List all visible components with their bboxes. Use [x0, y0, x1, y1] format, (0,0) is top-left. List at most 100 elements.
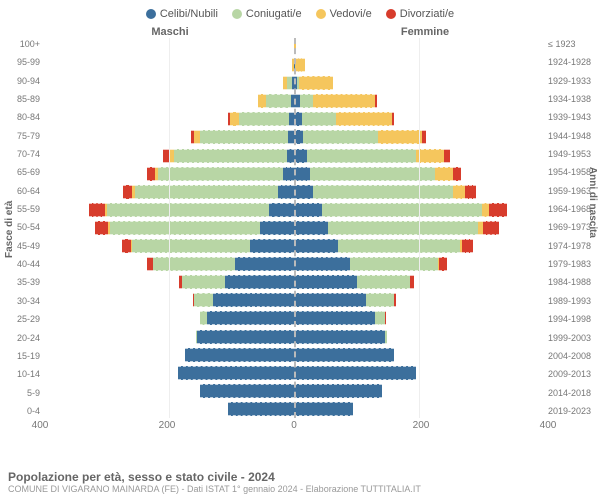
chart-subtitle: COMUNE DI VIGARANO MAINARDA (FE) - Dati …	[8, 484, 592, 494]
bar-segment	[294, 293, 366, 307]
bar-segment	[465, 185, 476, 199]
bar-segment	[310, 167, 435, 181]
bar-segment	[483, 221, 499, 235]
bar-segment	[239, 112, 289, 126]
age-label: 30-34	[0, 297, 40, 306]
bar-segment	[392, 112, 394, 126]
plot-area	[44, 38, 544, 418]
age-label: 60-64	[0, 187, 40, 196]
pyramid-chart: Fasce di età Anni di nascita 100+95-9990…	[0, 38, 600, 418]
birth-label: 1944-1948	[548, 132, 600, 141]
bar-segment	[258, 94, 266, 108]
legend-label: Celibi/Nubili	[160, 8, 218, 20]
bar-segment	[375, 311, 384, 325]
bar-segment	[378, 130, 422, 144]
bar-segment	[207, 311, 295, 325]
bar-segment	[110, 221, 260, 235]
bar-segment	[294, 366, 416, 380]
bar-segment	[385, 330, 387, 344]
legend-item: Coniugati/e	[232, 8, 302, 20]
bar-segment	[213, 293, 294, 307]
bar-segment	[394, 293, 396, 307]
bar-segment	[200, 384, 294, 398]
bar-segment	[482, 203, 490, 217]
bar-segment	[416, 149, 444, 163]
bar-segment	[228, 402, 294, 416]
bar-segment	[197, 330, 294, 344]
footer: Popolazione per età, sesso e stato civil…	[8, 470, 592, 494]
birth-label: 1989-1993	[548, 297, 600, 306]
x-tick: 200	[413, 420, 430, 431]
bar-segment	[313, 94, 376, 108]
legend-dot	[232, 9, 242, 19]
bar-segment	[294, 311, 375, 325]
bar-segment	[294, 239, 338, 253]
birth-label: 1924-1928	[548, 58, 600, 67]
bar-segment	[357, 275, 410, 289]
bar-segment	[225, 275, 294, 289]
legend-label: Vedovi/e	[330, 8, 372, 20]
bar-segment	[422, 130, 426, 144]
bar-segment	[322, 203, 481, 217]
bar-segment	[278, 185, 294, 199]
age-label: 40-44	[0, 260, 40, 269]
bar-segment	[123, 185, 132, 199]
age-label: 5-9	[0, 389, 40, 398]
age-label: 75-79	[0, 132, 40, 141]
legend-label: Divorziati/e	[400, 8, 454, 20]
bar-segment	[178, 366, 294, 380]
bar-segment	[366, 293, 394, 307]
bar-segment	[444, 149, 450, 163]
bar-segment	[294, 330, 385, 344]
bar-segment	[462, 239, 473, 253]
gender-headers: Maschi Femmine	[0, 26, 600, 38]
birth-label: 1934-1938	[548, 95, 600, 104]
center-line	[294, 38, 296, 418]
bar-segment	[287, 149, 295, 163]
bar-segment	[300, 94, 313, 108]
bar-segment	[439, 257, 447, 271]
bar-segment	[489, 203, 507, 217]
birth-label: 1984-1988	[548, 278, 600, 287]
bar-segment	[283, 167, 294, 181]
bar-segment	[107, 203, 270, 217]
birth-label: 1949-1953	[548, 150, 600, 159]
bar-segment	[350, 257, 438, 271]
legend-dot	[316, 9, 326, 19]
left-axis-title: Fasce di età	[4, 201, 15, 258]
age-label: 95-99	[0, 58, 40, 67]
legend: Celibi/Nubili Coniugati/e Vedovi/e Divorzia…	[0, 0, 600, 20]
right-axis-title: Anni di nascita	[587, 167, 598, 238]
male-header: Maschi	[0, 26, 300, 38]
bar-segment	[235, 257, 294, 271]
bar-segment	[294, 275, 357, 289]
bar-segment	[328, 221, 478, 235]
bar-segment	[453, 167, 461, 181]
birth-label: 2014-2018	[548, 389, 600, 398]
bar-segment	[182, 275, 226, 289]
legend-label: Coniugati/e	[246, 8, 302, 20]
bar-segment	[294, 203, 322, 217]
age-label: 10-14	[0, 370, 40, 379]
age-label: 90-94	[0, 77, 40, 86]
bar-segment	[294, 402, 353, 416]
bar-segment	[230, 112, 239, 126]
bar-segment	[294, 185, 313, 199]
bar-segment	[122, 239, 131, 253]
bar-segment	[338, 239, 460, 253]
birth-label: ≤ 1923	[548, 40, 600, 49]
bar-segment	[95, 221, 109, 235]
bar-segment	[302, 112, 336, 126]
bar-segment	[266, 94, 291, 108]
legend-item: Vedovi/e	[316, 8, 372, 20]
bar-segment	[269, 203, 294, 217]
bar-segment	[135, 185, 279, 199]
bar-segment	[294, 221, 328, 235]
bar-segment	[375, 94, 376, 108]
legend-item: Celibi/Nubili	[146, 8, 218, 20]
bar-segment	[250, 239, 294, 253]
bar-segment	[410, 275, 414, 289]
birth-label: 2019-2023	[548, 407, 600, 416]
bar-segment	[174, 149, 287, 163]
chart-title: Popolazione per età, sesso e stato civil…	[8, 470, 592, 484]
